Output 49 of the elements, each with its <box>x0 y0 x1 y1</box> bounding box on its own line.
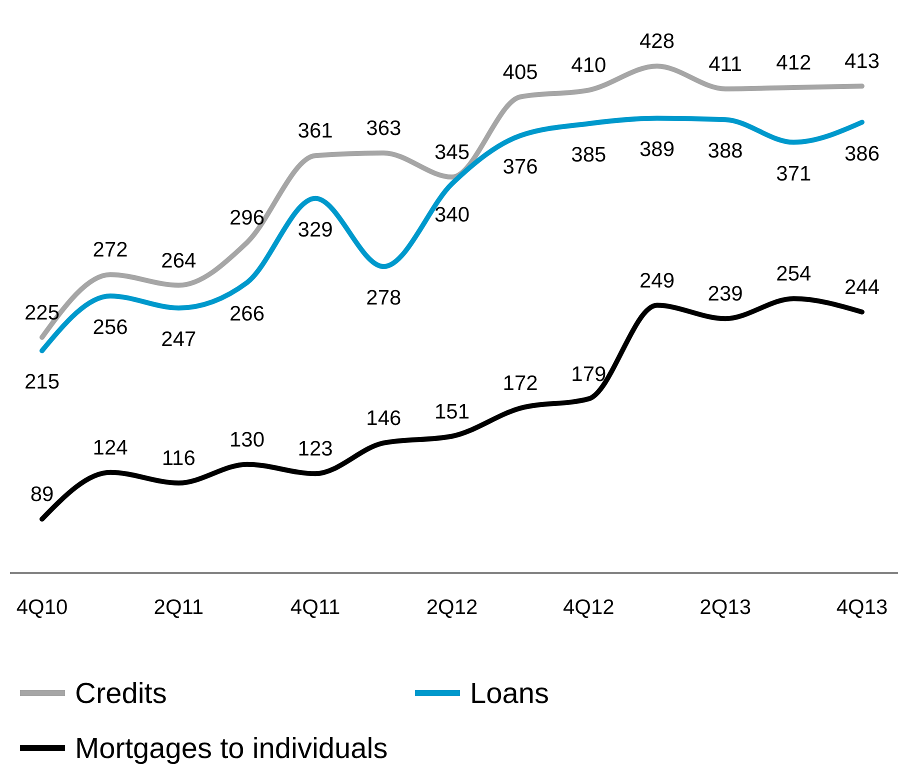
data-label: 239 <box>708 282 743 306</box>
data-label: 329 <box>298 218 333 242</box>
data-label: 389 <box>639 138 675 162</box>
data-label: 146 <box>366 406 402 430</box>
x-tick-label: 2Q12 <box>426 596 478 619</box>
data-label: 385 <box>571 144 606 167</box>
x-tick-label: 4Q12 <box>562 596 614 619</box>
data-label: 340 <box>434 204 470 227</box>
data-label: 411 <box>708 52 742 76</box>
data-label: 412 <box>776 52 812 75</box>
data-label: 405 <box>502 60 538 84</box>
legend-label: Mortgages to individuals <box>75 733 388 765</box>
data-label: 247 <box>161 328 196 351</box>
data-label: 363 <box>366 116 402 140</box>
data-label: 410 <box>571 54 606 78</box>
data-label: 266 <box>229 302 265 326</box>
data-label: 244 <box>844 276 880 299</box>
x-tick-label: 4Q10 <box>16 596 68 619</box>
data-label: 278 <box>366 286 402 310</box>
x-tick-label: 2Q13 <box>700 596 752 619</box>
x-tick-label: 2Q11 <box>154 596 204 619</box>
data-label: 89 <box>30 483 54 506</box>
data-label: 376 <box>502 156 538 179</box>
data-label: 428 <box>639 30 675 54</box>
data-label: 215 <box>24 370 60 394</box>
legend-label: Credits <box>75 678 167 710</box>
data-label: 413 <box>844 50 880 74</box>
data-label: 386 <box>844 142 880 166</box>
data-label: 296 <box>229 206 265 230</box>
data-label: 254 <box>776 262 812 286</box>
data-label: 371 <box>776 162 812 186</box>
data-label: 345 <box>434 141 470 164</box>
data-label: 172 <box>502 372 538 396</box>
data-label: 388 <box>708 140 743 163</box>
x-tick-label: 4Q13 <box>836 596 888 619</box>
data-label: 361 <box>298 120 333 143</box>
data-label: 151 <box>434 400 470 424</box>
data-label: 264 <box>161 249 196 272</box>
data-label: 123 <box>298 438 333 461</box>
data-label: 225 <box>24 301 60 324</box>
data-label: 124 <box>92 436 128 460</box>
data-label: 272 <box>92 238 128 262</box>
data-label: 130 <box>229 428 265 452</box>
data-label: 179 <box>571 362 606 386</box>
x-tick-label: 4Q11 <box>290 596 340 619</box>
data-label: 256 <box>92 316 128 339</box>
data-label: 249 <box>639 269 675 292</box>
data-label: 116 <box>162 447 196 470</box>
legend-label: Loans <box>470 678 550 710</box>
